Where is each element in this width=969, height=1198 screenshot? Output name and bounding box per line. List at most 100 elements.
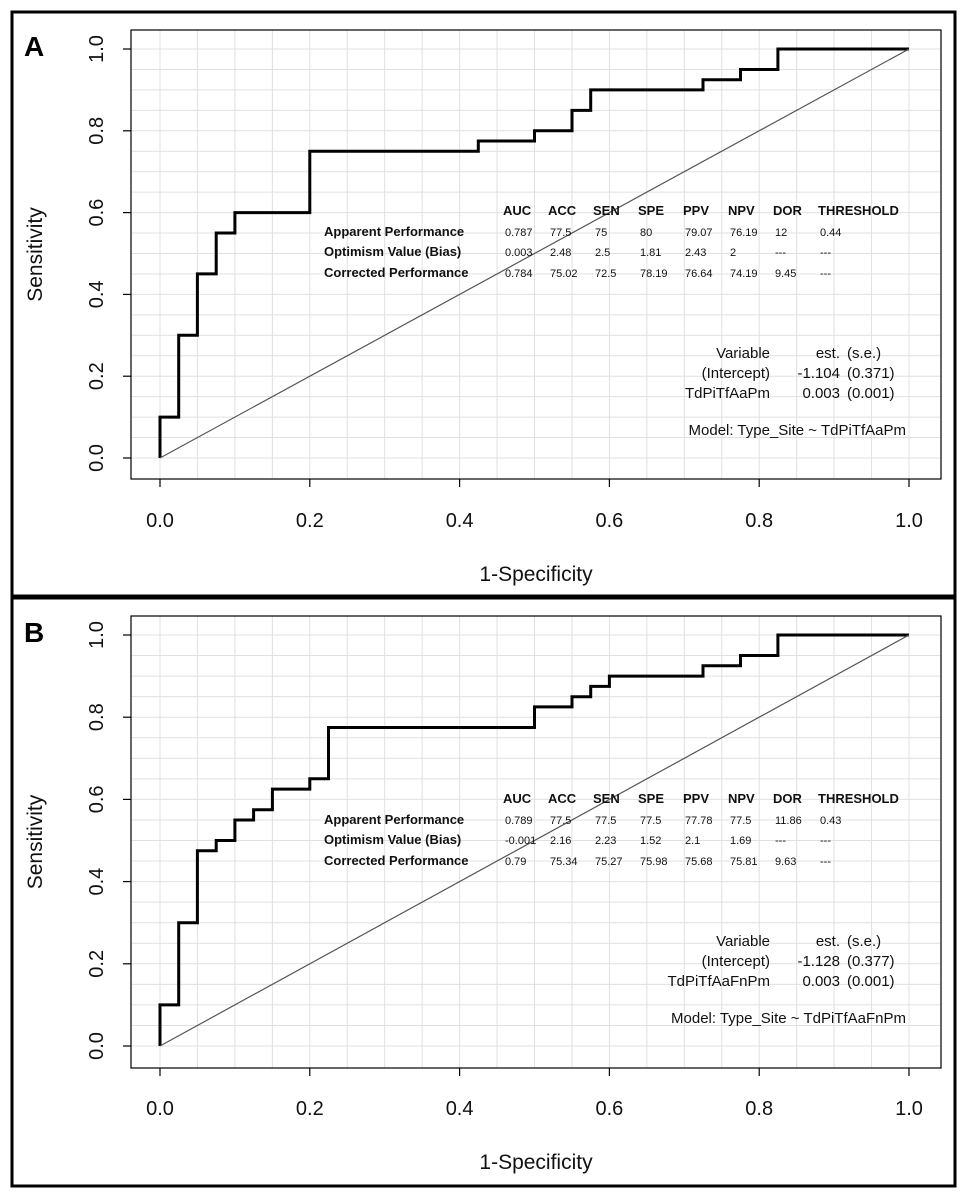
panel-b-x-tick-label: 0.4 <box>446 1098 474 1120</box>
panel-a-perf-cell: 12 <box>775 227 787 239</box>
panel-b-x-title: 1-Specificity <box>479 1151 593 1174</box>
panel-b-perf-cell: 75.68 <box>685 856 713 868</box>
panel-b-perf-row-label: Optimism Value (Bias) <box>324 832 461 847</box>
panel-b-perf-header: AUC <box>503 791 532 806</box>
panel-b-perf-cell: 75.27 <box>595 856 623 868</box>
panel-b-perf-cell: 77.78 <box>685 815 713 827</box>
panel-a-perf-header: SEN <box>593 203 620 218</box>
panel-a-y-tick-label: 0.0 <box>86 444 108 472</box>
panel-b-perf-cell: --- <box>775 835 786 847</box>
panel-b-x-tick-label: 0.8 <box>745 1098 773 1120</box>
panel-b-reference-line <box>159 634 910 1047</box>
panel-b-perf-cell: 0.789 <box>505 815 533 827</box>
panel-a-border <box>10 10 957 598</box>
panel-a-perf-cell: 74.19 <box>730 268 758 280</box>
panel-a-coef-est: -1.104 <box>797 365 840 382</box>
panel-b-perf-cell: 77.5 <box>640 815 661 827</box>
panel-a-perf-cell: 75.02 <box>550 268 578 280</box>
panel-b-border <box>10 596 957 1188</box>
panel-a-perf-cell: --- <box>820 268 831 280</box>
panel-a-x-tick-label: 0.2 <box>296 510 324 532</box>
panel-a-perf-cell: 2.43 <box>685 247 706 259</box>
panel-a-x-tick-label: 1.0 <box>895 510 923 532</box>
panel-b-perf-cell: -0.001 <box>505 835 536 847</box>
panel-b-coef-est: est. <box>816 933 840 950</box>
panel-b-y-tick-label: 0.6 <box>86 785 108 813</box>
panel-a-y-tick-label: 0.4 <box>86 280 108 308</box>
panel-b-perf-cell: 0.79 <box>505 856 526 868</box>
panel-b-perf-cell: --- <box>820 856 831 868</box>
panel-a-roc-curve <box>158 47 909 458</box>
panel-a-coef-variable: Variable <box>716 345 770 362</box>
panel-b-y-tick-label: 0.0 <box>86 1032 108 1060</box>
panel-a-y-tick-label: 0.6 <box>86 199 108 227</box>
panel-a-reference-line <box>159 48 910 459</box>
panel-a-x-tick-label: 0.0 <box>146 510 174 532</box>
panel-b-x-tick-label: 0.6 <box>595 1098 623 1120</box>
panel-a-perf-cell: 0.44 <box>820 227 841 239</box>
panel-a-perf-header: SPE <box>638 203 664 218</box>
panel-a-grid <box>131 30 941 479</box>
panel-a-perf-cell: 0.003 <box>505 247 533 259</box>
panel-a-coef-se: (0.001) <box>847 385 895 402</box>
panel-b-perf-cell: 2.23 <box>595 835 616 847</box>
panel-b-perf-cell: 1.52 <box>640 835 661 847</box>
panel-a-letter: A <box>24 31 44 62</box>
panel-b-perf-row-label: Apparent Performance <box>324 812 464 827</box>
panel-a-perf-cell: 9.45 <box>775 268 796 280</box>
panel-a-x-axis: 0.0 0.2 0.4 0.6 0.8 1.0 <box>146 479 923 532</box>
panel-b-coef-table: Variable est. (s.e.) (Intercept) -1.128 (0.37… <box>667 933 906 1027</box>
panel-a-perf-cell: 72.5 <box>595 268 616 280</box>
panel-a-perf-cell: --- <box>775 247 786 259</box>
panel-b-perf-header: PPV <box>683 791 709 806</box>
panel-b-coef-est: 0.003 <box>802 973 840 990</box>
panel-a-perf-cell: 76.64 <box>685 268 713 280</box>
panel-b-perf-cell: 77.5 <box>595 815 616 827</box>
panel-b-performance-table: AUC ACC SEN SPE PPV NPV DOR THRESHOLD Apparent P… <box>324 791 899 868</box>
panel-a-coef-se: (s.e.) <box>847 345 881 362</box>
panel-b-coef-se: (0.377) <box>847 953 895 970</box>
panel-b-x-tick-label: 0.2 <box>296 1098 324 1120</box>
panel-b-y-tick-label: 1.0 <box>86 621 108 649</box>
panel-a-perf-row-label: Optimism Value (Bias) <box>324 244 461 259</box>
panel-a-perf-row-label: Apparent Performance <box>324 224 464 239</box>
panel-a-x-tick-label: 0.8 <box>745 510 773 532</box>
panel-a-perf-header: ACC <box>548 203 577 218</box>
panel-b-perf-cell: 2.16 <box>550 835 571 847</box>
panel-b-perf-header: SEN <box>593 791 620 806</box>
panel-a-perf-cell: --- <box>820 247 831 259</box>
panel-a-x-title: 1-Specificity <box>479 563 593 586</box>
panel-a-y-tick-label: 0.2 <box>86 362 108 390</box>
panel-b-perf-header: THRESHOLD <box>818 791 899 806</box>
panel-a-perf-cell: 77.5 <box>550 227 571 239</box>
panel-a-perf-cell: 80 <box>640 227 652 239</box>
panel-b-y-axis: 0.0 0.2 0.4 0.6 0.8 1.0 <box>86 621 131 1060</box>
panel-a-performance-table: AUC ACC SEN SPE PPV NPV DOR THRESHOLD Apparent P… <box>324 203 899 280</box>
panel-a-y-axis: 0.0 0.2 0.4 0.6 0.8 1.0 <box>86 35 131 472</box>
panel-b-perf-header: DOR <box>773 791 803 806</box>
panel-b-coef-variable: TdPiTfAaFnPm <box>667 973 770 990</box>
panel-b-perf-cell: 75.98 <box>640 856 668 868</box>
panel-b-perf-cell: 75.81 <box>730 856 758 868</box>
panel-a-y-tick-label: 1.0 <box>86 35 108 63</box>
panel-b-letter: B <box>24 617 44 648</box>
panel-a-perf-cell: 2 <box>730 247 736 259</box>
panel-a-perf-cell: 2.5 <box>595 247 610 259</box>
panel-b-perf-cell: 77.5 <box>550 815 571 827</box>
panel-a-perf-cell: 75 <box>595 227 607 239</box>
panel-b-perf-cell: 75.34 <box>550 856 578 868</box>
panel-a-coef-table: Variable est. (s.e.) (Intercept) -1.104 (0.37… <box>685 345 906 439</box>
panel-b-coef-se: (s.e.) <box>847 933 881 950</box>
panel-b-x-tick-label: 1.0 <box>895 1098 923 1120</box>
panel-b-perf-cell: --- <box>820 835 831 847</box>
panel-b-perf-header: NPV <box>728 791 755 806</box>
panel-a-coef-variable: (Intercept) <box>702 365 770 382</box>
panel-a-perf-cell: 0.784 <box>505 268 533 280</box>
panel-a-perf-cell: 1.81 <box>640 247 661 259</box>
panel-b-perf-row-label: Corrected Performance <box>324 853 469 868</box>
panel-b-y-tick-label: 0.2 <box>86 950 108 978</box>
panel-a-x-tick-label: 0.6 <box>595 510 623 532</box>
panel-b-roc-curve <box>158 633 909 1046</box>
panel-b-coef-variable: (Intercept) <box>702 953 770 970</box>
